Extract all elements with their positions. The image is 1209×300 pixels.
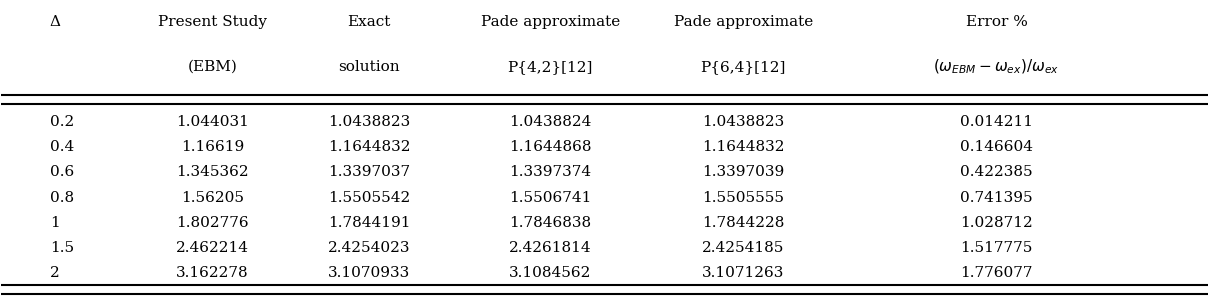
Text: 1.56205: 1.56205 bbox=[181, 190, 244, 205]
Text: 2: 2 bbox=[50, 266, 59, 280]
Text: Exact: Exact bbox=[348, 15, 391, 29]
Text: Pade approximate: Pade approximate bbox=[673, 15, 812, 29]
Text: 3.162278: 3.162278 bbox=[177, 266, 249, 280]
Text: 0.014211: 0.014211 bbox=[960, 115, 1032, 129]
Text: 1.5506741: 1.5506741 bbox=[509, 190, 591, 205]
Text: 1.3397039: 1.3397039 bbox=[702, 165, 785, 179]
Text: 2.4254185: 2.4254185 bbox=[702, 241, 785, 255]
Text: Pade approximate: Pade approximate bbox=[481, 15, 620, 29]
Text: solution: solution bbox=[339, 60, 400, 74]
Text: 2.462214: 2.462214 bbox=[177, 241, 249, 255]
Text: 1.0438823: 1.0438823 bbox=[702, 115, 785, 129]
Text: $(\omega_{EBM} - \omega_{ex})/\omega_{ex}$: $(\omega_{EBM} - \omega_{ex})/\omega_{ex… bbox=[933, 58, 1059, 76]
Text: 1.776077: 1.776077 bbox=[960, 266, 1032, 280]
Text: 1.028712: 1.028712 bbox=[960, 216, 1032, 230]
Text: 3.1071263: 3.1071263 bbox=[702, 266, 785, 280]
Text: 0.2: 0.2 bbox=[50, 115, 74, 129]
Text: (EBM): (EBM) bbox=[187, 60, 237, 74]
Text: 1: 1 bbox=[50, 216, 59, 230]
Text: Present Study: Present Study bbox=[158, 15, 267, 29]
Text: 1.3397374: 1.3397374 bbox=[509, 165, 591, 179]
Text: 1.1644832: 1.1644832 bbox=[328, 140, 411, 154]
Text: 0.146604: 0.146604 bbox=[960, 140, 1032, 154]
Text: 1.0438824: 1.0438824 bbox=[509, 115, 591, 129]
Text: 2.4254023: 2.4254023 bbox=[328, 241, 411, 255]
Text: 0.4: 0.4 bbox=[50, 140, 74, 154]
Text: 1.5: 1.5 bbox=[50, 241, 74, 255]
Text: 1.1644868: 1.1644868 bbox=[509, 140, 591, 154]
Text: 0.6: 0.6 bbox=[50, 165, 74, 179]
Text: 1.345362: 1.345362 bbox=[177, 165, 249, 179]
Text: P{4,2}[12]: P{4,2}[12] bbox=[508, 60, 592, 74]
Text: 1.1644832: 1.1644832 bbox=[702, 140, 785, 154]
Text: 1.0438823: 1.0438823 bbox=[328, 115, 410, 129]
Text: 0.741395: 0.741395 bbox=[960, 190, 1032, 205]
Text: 1.5505542: 1.5505542 bbox=[328, 190, 410, 205]
Text: 1.7846838: 1.7846838 bbox=[509, 216, 591, 230]
Text: 0.8: 0.8 bbox=[50, 190, 74, 205]
Text: 1.517775: 1.517775 bbox=[960, 241, 1032, 255]
Text: 1.802776: 1.802776 bbox=[177, 216, 249, 230]
Text: 1.7844228: 1.7844228 bbox=[702, 216, 785, 230]
Text: 2.4261814: 2.4261814 bbox=[509, 241, 591, 255]
Text: Error %: Error % bbox=[966, 15, 1028, 29]
Text: 1.7844191: 1.7844191 bbox=[328, 216, 411, 230]
Text: 1.3397037: 1.3397037 bbox=[328, 165, 410, 179]
Text: 3.1070933: 3.1070933 bbox=[328, 266, 410, 280]
Text: 3.1084562: 3.1084562 bbox=[509, 266, 591, 280]
Text: 1.5505555: 1.5505555 bbox=[702, 190, 785, 205]
Text: 1.044031: 1.044031 bbox=[177, 115, 249, 129]
Text: Δ: Δ bbox=[50, 15, 60, 29]
Text: P{6,4}[12]: P{6,4}[12] bbox=[700, 60, 786, 74]
Text: 0.422385: 0.422385 bbox=[960, 165, 1032, 179]
Text: 1.16619: 1.16619 bbox=[181, 140, 244, 154]
